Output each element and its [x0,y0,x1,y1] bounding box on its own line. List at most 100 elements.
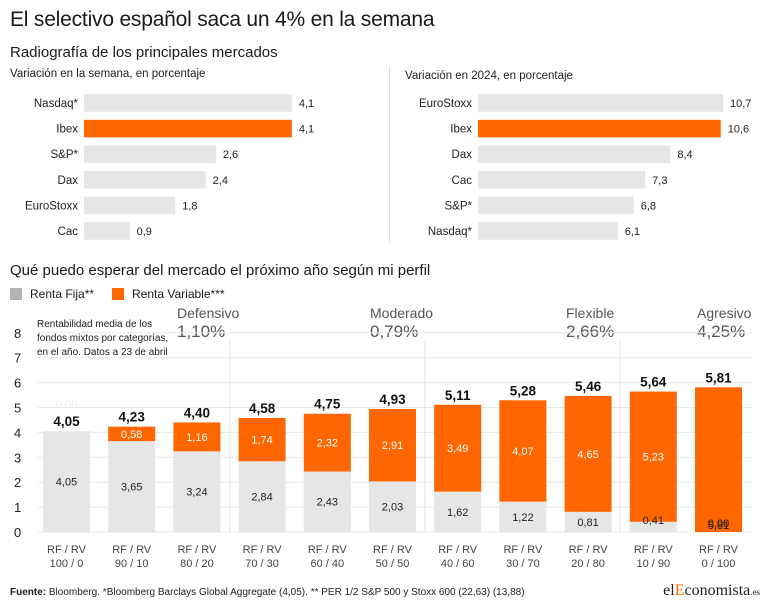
fixed-income-value-label: 0,00 [708,518,729,530]
bar [478,171,646,189]
y-tick-label: 7 [14,351,21,366]
bar-equity [173,422,221,452]
y-tick-label: 5 [14,401,21,416]
total-value-label: 4,40 [184,405,210,420]
x-category-label: RF / RV [112,544,152,556]
total-value-label: 5,11 [445,388,471,403]
fixed-income-value-label: 0,41 [643,515,664,527]
fixed-income-value-label: 4,05 [56,477,77,489]
bar-fixed-income [173,451,221,532]
bar [478,145,671,163]
logo-part: conomista [684,582,751,599]
x-category-label: RF / RV [373,544,413,556]
legend-swatch-orange [112,288,125,300]
bar-category-label: S&P* [51,149,79,161]
bar-value-label: 2,6 [223,149,238,161]
fixed-income-value-label: 3,24 [186,487,207,499]
legend-item-fixed-income: Renta Fija** [10,287,94,301]
equity-value-label: 0,00 [56,399,77,411]
equity-value-label: 3,49 [447,443,468,455]
y-tick-label: 8 [14,326,21,341]
bar-value-label: 7,3 [652,175,667,187]
bar-category-label: Cac [58,226,79,238]
total-value-label: 5,46 [575,379,602,394]
bar-equity [238,417,286,462]
bar [478,94,724,112]
total-value-label: 5,64 [640,375,667,390]
profile-name: Moderado [370,305,434,321]
x-category-label: 30 / 70 [506,558,540,570]
total-value-label: 4,75 [314,397,341,412]
x-category-label: 60 / 40 [310,558,344,570]
bar-equity [499,400,547,502]
bar-equity [108,426,156,442]
x-category-label: RF / RV [47,544,87,556]
right-panel-subtitle: Variación en 2024, en porcentaje [405,70,573,82]
bar-category-label: Nasdaq* [34,98,79,110]
bar-category-label: Ibex [450,124,472,136]
bar-equity [564,396,612,512]
chart-note: Rentabilidad media de los fondos mixtos … [37,319,169,358]
legend-swatch-grey [10,288,22,300]
bar-fixed-income [303,471,351,532]
bar-equity [369,408,416,482]
x-category-label: 50 / 50 [376,558,410,570]
fixed-income-value-label: 2,84 [251,492,272,504]
x-category-label: 100 / 0 [50,558,84,570]
bar [478,222,618,240]
bar-category-label: EuroStoxx [25,200,78,212]
equity-value-label: 0,58 [121,429,142,441]
total-value-label: 4,23 [119,410,146,425]
bar [478,119,721,138]
bar [84,222,130,240]
bar-equity [695,387,742,532]
legend-item-equity: Renta Variable*** [112,287,225,301]
profile-aggressive: Agresivo 4,25% [697,305,751,342]
profile-value: 0,79% [370,322,419,341]
left-panel-subtitle: Variación en la semana, en porcentaje [10,68,206,80]
bar-value-label: 2,4 [213,175,228,187]
bar [478,196,634,215]
y-tick-label: 3 [14,450,21,465]
total-value-label: 5,81 [705,370,732,385]
bar-category-label: S&P* [445,200,473,212]
bar [84,171,206,189]
x-category-label: 0 / 100 [702,558,736,570]
equity-value-label: 1,16 [186,432,207,444]
bar-value-label: 0,9 [137,226,152,238]
x-category-label: RF / RV [177,544,217,556]
x-category-label: RF / RV [243,544,283,556]
bar-category-label: Dax [58,175,79,187]
bar-category-label: Ibex [56,124,78,136]
total-value-label: 4,93 [379,392,406,407]
profile-value: 4,25% [697,322,746,341]
bar [84,119,292,138]
equity-value-label: 2,32 [317,438,338,450]
fixed-income-value-label: 1,62 [447,507,468,519]
bar-value-label: 6,1 [625,226,640,238]
logo-part: el [663,582,675,599]
fixed-income-value-label: 2,03 [382,502,403,514]
total-value-label: 5,28 [510,384,537,399]
bar [84,196,176,215]
equity-value-label: 5,23 [643,452,664,464]
x-category-label: RF / RV [634,544,674,556]
footer-source-text: Bloomberg. *Bloomberg Barclays Global Ag… [46,587,525,598]
bar-equity [629,391,677,522]
profile-value: 1,10% [177,322,226,341]
profile-chart-title: Qué puedo esperar del mercado el próximo… [10,262,431,279]
total-value-label: 4,05 [53,414,80,429]
x-category-label: RF / RV [308,544,348,556]
equity-value-label: 4,65 [577,449,598,461]
profile-name: Agresivo [697,305,752,321]
equity-value-label: 4,07 [512,446,533,458]
bar-category-label: EuroStoxx [419,98,472,110]
total-value-label: 4,58 [249,401,276,416]
x-category-label: RF / RV [438,544,478,556]
footer-source: Fuente: Bloomberg. *Bloomberg Barclays G… [10,587,525,598]
equity-value-label: 2,91 [382,440,403,452]
brand-logo: elEconomista.es [663,582,760,600]
profile-value: 2,66% [566,322,615,341]
